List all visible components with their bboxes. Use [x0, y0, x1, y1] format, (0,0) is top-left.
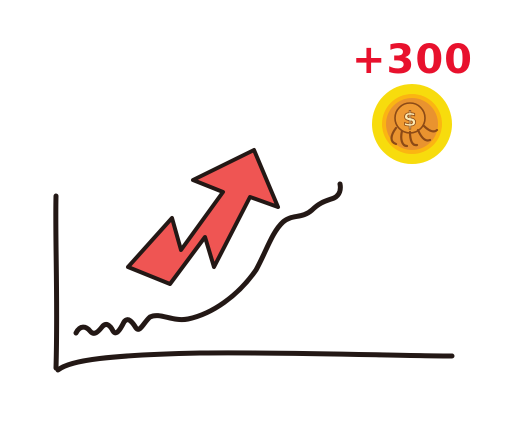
trend-up-arrow-icon	[126, 148, 280, 286]
growth-curve-line	[73, 181, 343, 336]
octopus-dollar-coin-icon: $	[372, 84, 452, 164]
coin-dollar-symbol: $	[403, 107, 417, 131]
y-axis-line	[53, 193, 60, 371]
x-axis-line	[55, 350, 455, 373]
score-gain-label: +300	[352, 37, 474, 83]
